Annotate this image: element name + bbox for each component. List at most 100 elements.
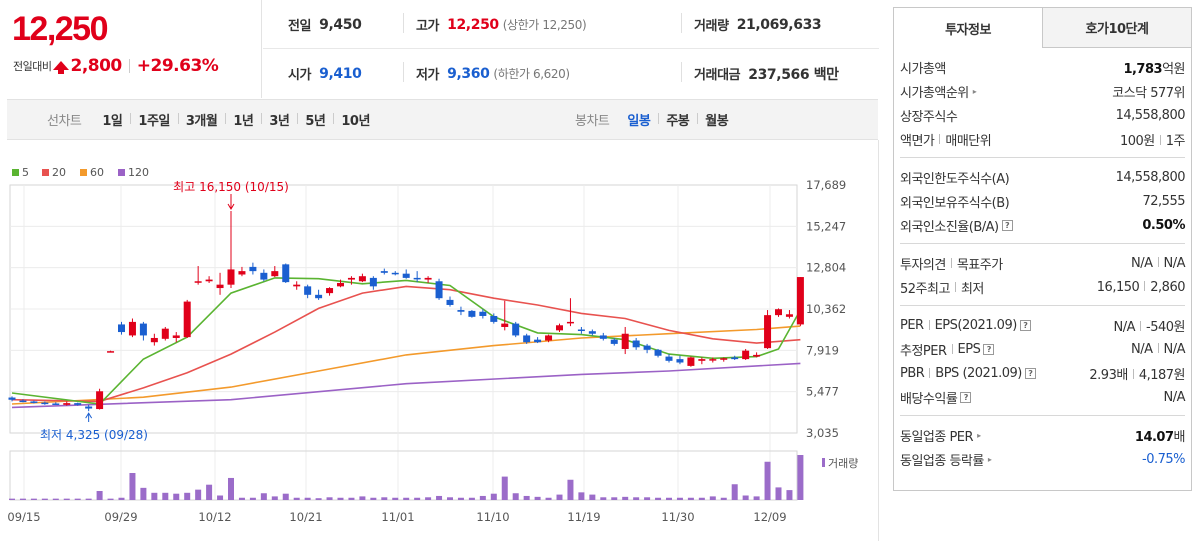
period-10y[interactable]: 10년 [333, 110, 378, 129]
candle-body [30, 401, 38, 403]
candle-body [785, 314, 793, 317]
period-monthly[interactable]: 월봉 [697, 110, 736, 129]
volume-legend-swatch [822, 458, 825, 467]
info-value-text: 2,860 [1150, 279, 1185, 295]
max-arrow-head [227, 203, 235, 211]
help-icon[interactable]: ? [1019, 319, 1031, 331]
info-value-text: 1주 [1165, 133, 1186, 149]
volume-bar [567, 479, 574, 500]
candle-body [556, 325, 563, 331]
candle-body [643, 345, 651, 350]
y-tick-label: 5,477 [806, 385, 839, 399]
volume-bar [140, 487, 147, 500]
volume-bar [337, 497, 344, 500]
help-icon[interactable]: ? [983, 343, 995, 355]
volume-frame [9, 450, 798, 501]
volume-bar [436, 495, 443, 500]
x-tick-label: 10/21 [289, 510, 322, 524]
help-icon[interactable]: ? [1024, 367, 1036, 379]
candle-body [194, 281, 202, 283]
summary-label: 전일 [288, 19, 312, 34]
summary-value: 237,566 백만 [748, 66, 839, 83]
info-value: 14,558,800 [1115, 107, 1186, 123]
tab-investment-info[interactable]: 투자정보 [894, 8, 1042, 48]
y-tick-label: 12,804 [806, 261, 846, 275]
help-icon[interactable]: ? [1001, 219, 1013, 231]
period-5y[interactable]: 5년 [297, 110, 333, 129]
candle-body [479, 311, 487, 316]
period-3m[interactable]: 3개월 [177, 110, 225, 129]
legend-swatch [12, 169, 19, 176]
volume-bar [403, 497, 410, 500]
divider [951, 344, 953, 354]
period-bar: 선차트 1일 1주일 3개월 1년 3년 5년 10년 봉차트 일봉 주봉 월봉 [7, 99, 878, 140]
volume-bar [30, 498, 37, 500]
period-1w[interactable]: 1주일 [130, 110, 177, 129]
candle-body [128, 321, 136, 336]
candle-body [424, 277, 432, 280]
candle-body [260, 272, 268, 280]
info-label-text: EPS [957, 341, 981, 357]
summary-sub: (하한가 6,620) [493, 67, 570, 81]
period-3y[interactable]: 3년 [261, 110, 297, 129]
info-value: 0.50% [1142, 218, 1185, 233]
candle-body [282, 264, 290, 283]
info-value-text: N/A [1131, 255, 1153, 271]
info-label: 시가총액 [900, 58, 946, 77]
volume-bar [600, 497, 607, 500]
divider [1157, 256, 1159, 267]
info-row: 상장주식수 14,558,800 [900, 103, 1186, 127]
candle-body [216, 284, 224, 289]
info-group: 투자의견 목표주가 N/A N/A 52주최고 최저 16,150 2,860 [900, 244, 1185, 306]
period-weekly[interactable]: 주봉 [658, 110, 697, 129]
info-label[interactable]: 동일업종 PER ▸ [900, 426, 981, 445]
ma60-line [11, 325, 801, 405]
summary-high: 고가 12,250 (상한가 12,250) [416, 0, 587, 49]
divider [939, 134, 941, 144]
info-value-bold: 1,783 [1123, 61, 1163, 77]
candle-body [347, 277, 355, 280]
tab-order-book[interactable]: 호가10단계 [1042, 8, 1191, 48]
info-group: 시가총액 1,783억원 시가총액순위 ▸ 코스닥 577위 상장주식수 14,558,80… [900, 48, 1186, 158]
candle-body [599, 335, 607, 339]
info-label[interactable]: 시가총액순위 ▸ [900, 82, 977, 101]
period-1d[interactable]: 1일 [102, 114, 123, 129]
info-label[interactable]: 동일업종 등락률 ▸ [900, 450, 992, 469]
volume-bar [162, 492, 169, 500]
y-tick-label: 10,362 [806, 302, 846, 316]
y-tick-label: 3,035 [806, 426, 839, 440]
volume-bar [41, 498, 48, 500]
info-value: N/A [1164, 390, 1186, 405]
volume-bar [753, 496, 760, 500]
summary-sub: (상한가 12,250) [502, 18, 587, 32]
change-row: 전일대비 2,800 +29.63% [13, 56, 219, 76]
divider [1144, 280, 1146, 291]
candle-body [183, 301, 191, 338]
volume-bar [655, 497, 662, 500]
volume-bar [775, 487, 782, 500]
volume-bar [414, 497, 421, 500]
candle-body [161, 328, 169, 339]
info-label-text: 시가총액 [900, 61, 946, 77]
period-1y[interactable]: 1년 [225, 110, 261, 129]
change-divider [128, 59, 130, 73]
info-value-text: 14,558,800 [1115, 107, 1186, 123]
volume-bar [293, 497, 300, 500]
candle-body [96, 391, 104, 410]
period-daily[interactable]: 일봉 [627, 114, 651, 129]
divider [950, 258, 952, 268]
info-row: 시가총액 1,783억원 [900, 55, 1185, 79]
info-row: 동일업종 등락률 ▸ -0.75% [900, 447, 1186, 471]
legend-label: 60 [90, 166, 104, 179]
help-icon[interactable]: ? [960, 391, 972, 403]
candle-body [150, 337, 158, 343]
divider [1132, 368, 1134, 379]
candle-body [205, 279, 213, 282]
info-group: 동일업종 PER ▸ 14.07배 동일업종 등락률 ▸ -0.75% [900, 416, 1186, 477]
info-value: 72,555 [1143, 194, 1186, 209]
info-label-text: EPS(2021.09) [934, 317, 1018, 333]
candle-body [139, 323, 147, 336]
info-row: 액면가 매매단위 100원 1주 [900, 127, 1186, 151]
x-tick-label: 11/19 [567, 510, 600, 524]
candle-body [337, 282, 344, 287]
